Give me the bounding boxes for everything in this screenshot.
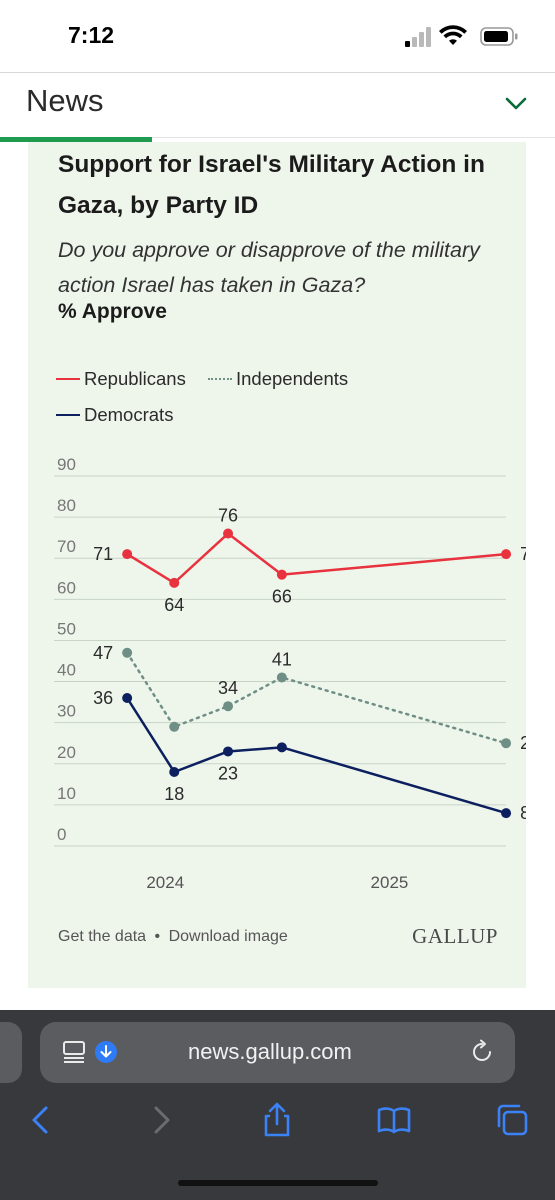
legend-item-democrats: Democrats	[56, 404, 173, 426]
chart-measure-label: % Approve	[58, 300, 167, 323]
data-point	[169, 577, 180, 588]
data-point	[276, 672, 287, 683]
data-point	[122, 693, 133, 703]
y-tick-label: 90	[57, 455, 76, 474]
data-point	[223, 746, 234, 757]
data-label: 8	[520, 803, 526, 823]
section-title: News	[26, 83, 104, 118]
data-point	[122, 549, 133, 560]
legend-swatch-democrats	[56, 414, 80, 416]
data-label: 25	[520, 733, 526, 753]
previous-tab-preview[interactable]	[0, 1022, 22, 1083]
data-label: 66	[272, 587, 292, 607]
home-indicator	[178, 1180, 378, 1186]
data-point	[276, 742, 287, 753]
status-time: 7:12	[68, 22, 115, 48]
line-chart: 0 10 20 30 40 50 60 70 80 90 2024 2025 71 64 76 66 71 47 3…	[54, 455, 526, 892]
status-icons	[405, 24, 525, 55]
y-tick-label: 0	[57, 825, 66, 844]
x-tick-label: 2025	[371, 873, 409, 892]
data-label: 71	[93, 544, 113, 564]
y-tick-label: 50	[57, 619, 76, 638]
data-point	[276, 569, 287, 580]
get-data-link[interactable]: Get the data	[58, 928, 147, 945]
browser-toolbar: news.gallup.com	[0, 1010, 555, 1200]
legend-swatch-republicans	[56, 378, 80, 380]
page-menu-icon[interactable]	[62, 1040, 88, 1064]
footer-separator: •	[154, 928, 161, 945]
y-tick-label: 40	[57, 661, 76, 680]
data-point	[501, 549, 512, 560]
y-tick-label: 30	[57, 702, 76, 721]
reload-icon[interactable]	[469, 1039, 495, 1065]
chart-title: Support for Israel's Military Action in …	[58, 151, 485, 219]
data-point	[169, 721, 180, 732]
data-label: 18	[164, 784, 184, 804]
active-section-indicator	[0, 137, 152, 142]
legend-swatch-independents	[208, 378, 232, 380]
data-label: 36	[93, 688, 113, 708]
download-image-link[interactable]: Download image	[168, 928, 288, 945]
legend-item-republicans: Republicans	[56, 368, 186, 390]
forward-icon[interactable]	[142, 1102, 178, 1138]
url-text: news.gallup.com	[188, 1039, 352, 1064]
y-tick-label: 10	[57, 784, 76, 803]
y-tick-label: 60	[57, 578, 76, 597]
site-header: News	[0, 72, 555, 138]
data-point	[501, 738, 512, 749]
share-icon[interactable]	[259, 1102, 295, 1138]
gallup-logo: GALLUP	[412, 924, 498, 948]
series-line-independents	[125, 651, 508, 745]
legend-label: Republicans	[84, 368, 186, 389]
data-label: 47	[93, 643, 113, 663]
data-label: 41	[272, 649, 292, 669]
address-bar[interactable]: news.gallup.com	[40, 1022, 515, 1083]
y-tick-label: 80	[57, 496, 76, 515]
chevron-down-icon[interactable]	[505, 97, 527, 116]
wifi-icon	[439, 25, 467, 45]
data-label: 23	[218, 763, 238, 783]
x-tick-label: 2024	[146, 873, 184, 892]
legend-label: Democrats	[84, 404, 174, 425]
battery-icon	[480, 27, 518, 46]
status-bar: 7:12	[0, 0, 555, 72]
cellular-signal-icon	[405, 27, 431, 47]
card-footer: Get the data • Download image	[58, 928, 288, 946]
bookmarks-icon[interactable]	[376, 1102, 412, 1138]
data-point	[169, 767, 180, 777]
data-label: 64	[164, 595, 184, 615]
tabs-icon[interactable]	[494, 1102, 530, 1138]
chart-card: Support for Israel's Military Action in …	[28, 142, 526, 988]
data-point	[223, 528, 234, 539]
chart-subtitle: Do you approve or disapprove of the mili…	[58, 238, 480, 297]
data-label: 34	[218, 678, 238, 698]
download-icon[interactable]	[94, 1040, 118, 1064]
data-point	[223, 701, 234, 712]
data-label: 71	[520, 544, 526, 564]
data-point	[122, 647, 133, 658]
legend-item-independents: Independents	[208, 368, 348, 390]
y-tick-label: 70	[57, 537, 76, 556]
back-icon[interactable]	[24, 1102, 60, 1138]
data-point	[501, 808, 512, 819]
data-label: 76	[218, 506, 238, 526]
y-tick-label: 20	[57, 743, 76, 762]
legend-label: Independents	[236, 368, 349, 389]
